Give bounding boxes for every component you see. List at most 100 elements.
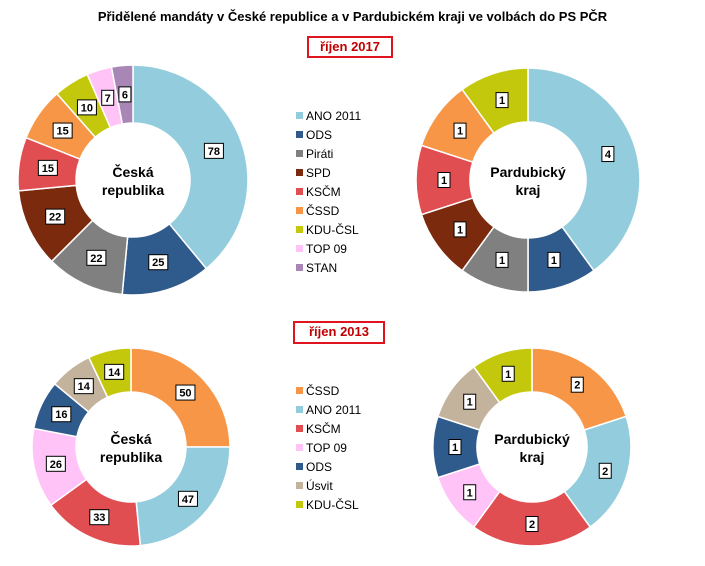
legend-swatch — [296, 425, 303, 432]
data-label-box — [495, 251, 509, 268]
donut-chart-4: 2 2 2 1 1 1 1 Pardubický kraj — [432, 347, 632, 547]
legend-item: ANO 2011 — [296, 400, 361, 419]
legend-item: KDU-ČSL — [296, 220, 361, 239]
legend-item: STAN — [296, 258, 361, 277]
legend-label: KSČM — [306, 184, 341, 199]
donut-center-label: Pardubický kraj — [490, 164, 566, 198]
data-label: 47 — [182, 494, 194, 506]
legend-item: Piráti — [296, 144, 361, 163]
data-label: 16 — [55, 409, 67, 421]
data-label: 22 — [49, 212, 61, 224]
data-label-box — [73, 378, 94, 395]
donut-center-label: Česká republika — [102, 163, 164, 198]
donut-center-label: Česká republika — [100, 430, 162, 465]
data-label: 15 — [42, 163, 54, 175]
data-label-box — [118, 86, 132, 103]
data-label-box — [45, 455, 66, 472]
donut-slice-ano-2011 — [527, 67, 641, 272]
data-label-box — [101, 89, 115, 106]
data-label-box — [463, 393, 477, 410]
data-label-box — [37, 159, 58, 176]
data-label: 1 — [441, 175, 447, 187]
legend-item: ČSSD — [296, 381, 361, 400]
data-label: 1 — [499, 95, 505, 107]
data-label: 1 — [457, 126, 463, 138]
donut-slice-ano-2011 — [132, 64, 249, 270]
data-label-box — [51, 406, 72, 423]
donut-center-label: Pardubický kraj — [494, 431, 570, 465]
donut-chart-3: 50 47 33 26 16 14 14 Česká republika — [31, 347, 231, 547]
legend-item: KDU-ČSL — [296, 495, 361, 514]
chart-title: Přidělené mandáty v České republice a v … — [97, 9, 608, 24]
legend-label: SPD — [306, 165, 331, 180]
legend-label: KDU-ČSL — [306, 497, 359, 512]
data-label-box — [598, 462, 612, 479]
legend-label: KDU-ČSL — [306, 222, 359, 237]
legend-item: KSČM — [296, 419, 361, 438]
data-label: 2 — [529, 519, 535, 531]
legend-label: ANO 2011 — [306, 402, 362, 417]
data-label-box — [437, 172, 451, 188]
data-label-box — [525, 516, 539, 532]
legend-2013: ČSSD ANO 2011 KSČM TOP 09 ODS Úsvit KDU-ČSL — [296, 381, 361, 514]
legend-label: ČSSD — [306, 383, 340, 398]
data-label-box — [45, 208, 66, 225]
legend-item: ČSSD — [296, 201, 361, 220]
data-label: 26 — [50, 459, 62, 471]
legend-item: ANO 2011 — [296, 106, 361, 125]
data-label-box — [148, 254, 169, 271]
data-label: 7 — [105, 93, 111, 105]
legend-swatch — [296, 226, 303, 233]
data-label: 1 — [505, 369, 511, 381]
data-label: 15 — [57, 126, 69, 138]
donut-slice-kdu-sl — [461, 67, 529, 135]
legend-swatch — [296, 112, 303, 119]
data-label: 2 — [602, 466, 608, 478]
legend-label: STAN — [306, 260, 338, 275]
data-label-box — [104, 363, 125, 380]
data-label: 22 — [90, 253, 102, 265]
data-label-box — [601, 146, 615, 163]
legend-2017: ANO 2011 ODS Piráti SPD KSČM ČSSD KDU-ČSL TOP 0… — [296, 106, 361, 277]
legend-label: ODS — [306, 459, 333, 474]
data-label-box — [547, 251, 561, 268]
legend-swatch — [296, 264, 303, 271]
data-label-box — [463, 484, 477, 501]
period-label-2013: říjen 2013 — [293, 321, 385, 344]
data-label: 1 — [452, 442, 458, 454]
legend-item: ODS — [296, 457, 361, 476]
legend-label: Úsvit — [306, 478, 333, 493]
legend-label: ČSSD — [306, 203, 340, 218]
legend-swatch — [296, 482, 303, 489]
legend-item: ODS — [296, 125, 361, 144]
data-label: 6 — [122, 89, 128, 101]
legend-label: TOP 09 — [306, 241, 347, 256]
data-label: 4 — [605, 149, 612, 161]
legend-swatch — [296, 406, 303, 413]
data-label: 33 — [93, 512, 105, 524]
data-label: 1 — [551, 255, 557, 267]
data-label: 1 — [467, 397, 473, 409]
legend-item: Úsvit — [296, 476, 361, 495]
data-label: 1 — [467, 487, 473, 499]
data-label-box — [86, 249, 107, 266]
data-label: 1 — [499, 255, 505, 267]
legend-swatch — [296, 444, 303, 451]
legend-item: SPD — [296, 163, 361, 182]
data-label-box — [177, 490, 198, 507]
legend-swatch — [296, 207, 303, 214]
data-label: 14 — [108, 367, 121, 379]
legend-swatch — [296, 169, 303, 176]
legend-label: Piráti — [306, 146, 334, 161]
legend-item: TOP 09 — [296, 239, 361, 258]
data-label: 1 — [457, 224, 463, 236]
period-label-2017: říjen 2017 — [307, 36, 393, 58]
data-label: 10 — [81, 102, 93, 114]
legend-item: KSČM — [296, 182, 361, 201]
data-label-box — [495, 92, 509, 109]
data-label-box — [203, 142, 224, 159]
legend-label: KSČM — [306, 421, 341, 436]
data-label-box — [453, 122, 467, 139]
data-label-box — [175, 384, 196, 401]
data-label-box — [570, 376, 584, 393]
